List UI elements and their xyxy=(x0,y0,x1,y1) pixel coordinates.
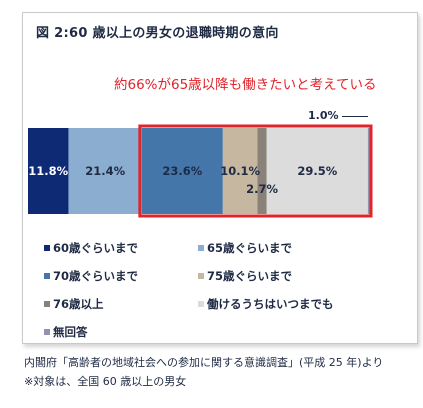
bar-label-6: 29.5% xyxy=(297,164,337,178)
chart-annotation: 約66%が65歳以降も働きたいと考えている xyxy=(114,77,377,93)
legend-label: 働けるうちはいつまでも xyxy=(207,297,334,311)
bar-label-4: 10.1% xyxy=(220,164,260,178)
chart-title: 図 2:60 歳以上の男女の退職時期の意向 xyxy=(36,26,279,41)
highlight-box xyxy=(138,124,373,218)
note-text: ※対象は、全国 60 歳以上の男女 xyxy=(24,375,187,388)
legend-item-2: 65歳ぐらいまで xyxy=(198,240,292,256)
bar-label-1: 11.8% xyxy=(28,164,68,178)
legend-item-5: 76歳以上 xyxy=(44,296,104,312)
legend-swatch xyxy=(198,272,204,279)
legend-swatch xyxy=(44,244,50,251)
legend-swatch xyxy=(44,328,50,335)
bar-segments xyxy=(28,128,372,214)
legend-swatch xyxy=(198,300,204,307)
bar-segment-2 xyxy=(68,128,142,214)
bar-label-5: 2.7% xyxy=(246,182,278,196)
legend-swatch xyxy=(44,300,50,307)
legend-label: 75歳ぐらいまで xyxy=(207,269,293,283)
bar-segment-4 xyxy=(222,128,258,214)
bar-label-2: 21.4% xyxy=(85,164,125,178)
legend-item-1: 60歳ぐらいまで xyxy=(44,240,138,256)
bar-label-3: 23.6% xyxy=(162,164,202,178)
bar-segment-5 xyxy=(257,128,267,214)
legend-swatch xyxy=(198,244,204,251)
bar-segment-1 xyxy=(28,128,69,214)
legend-item-7: 無回答 xyxy=(44,324,88,340)
source-text: 内閣府「高齢者の地域社会への参加に関する意識調査」(平成 25 年)より xyxy=(24,356,384,369)
legend-swatch xyxy=(44,272,50,279)
callout-leader-line xyxy=(342,116,368,117)
legend-item-3: 70歳ぐらいまで xyxy=(44,268,138,284)
legend-label: 65歳ぐらいまで xyxy=(207,241,293,255)
legend-item-6: 働けるうちはいつまでも xyxy=(198,296,334,312)
bar-segment-6 xyxy=(266,128,368,214)
callout-label-no-answer: 1.0% xyxy=(308,109,339,122)
bar-segment-3 xyxy=(141,128,223,214)
legend-label: 60歳ぐらいまで xyxy=(53,241,139,255)
bar-value-labels: 11.8% 21.4% 23.6% 10.1% 2.7% 29.5% xyxy=(28,164,337,196)
legend-label: 70歳ぐらいまで xyxy=(53,269,139,283)
legend-item-4: 75歳ぐらいまで xyxy=(198,268,292,284)
legend-label: 76歳以上 xyxy=(53,297,104,311)
legend-label: 無回答 xyxy=(53,325,88,339)
